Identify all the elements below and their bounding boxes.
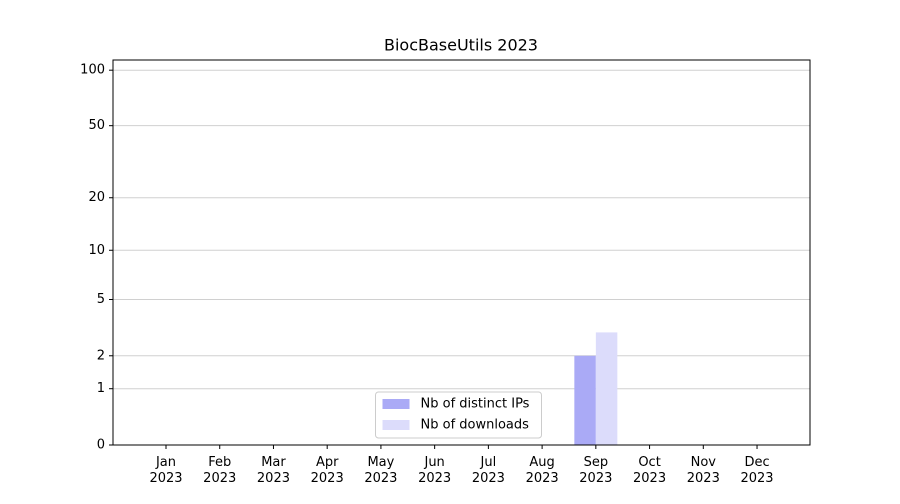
y-tick-label: 2 (97, 348, 105, 363)
legend-swatch (382, 420, 410, 430)
bar (574, 355, 596, 445)
x-tick-label: Apr 2023 (311, 455, 344, 486)
plot-frame (112, 59, 811, 446)
legend-label: Nb of downloads (421, 418, 530, 433)
x-tick-label: Mar 2023 (257, 455, 290, 486)
x-tick-label: Sep 2023 (579, 455, 612, 486)
y-tick-label: 10 (88, 243, 105, 258)
legend-box (375, 391, 542, 439)
x-tick-label: Aug 2023 (526, 455, 559, 486)
x-tick-label: Jul 2023 (472, 455, 505, 486)
y-tick-label: 20 (88, 190, 105, 205)
y-tick-label: 5 (97, 292, 105, 307)
y-tick-label: 1 (97, 381, 105, 396)
legend-swatch (382, 399, 410, 409)
x-tick-label: Dec 2023 (740, 455, 773, 486)
bar (595, 332, 618, 445)
x-tick-label: May 2023 (364, 455, 397, 486)
legend-label: Nb of distinct IPs (421, 397, 530, 412)
x-tick-label: Nov 2023 (687, 455, 720, 486)
x-tick-label: Jun 2023 (418, 455, 451, 486)
y-tick-label: 0 (97, 438, 105, 453)
x-tick-label: Oct 2023 (633, 455, 666, 486)
y-tick-label: 100 (80, 63, 105, 78)
x-tick-label: Jan 2023 (149, 455, 182, 486)
x-tick-label: Feb 2023 (203, 455, 236, 486)
chart-title: BiocBaseUtils 2023 (384, 36, 538, 55)
y-tick-label: 50 (88, 118, 105, 133)
